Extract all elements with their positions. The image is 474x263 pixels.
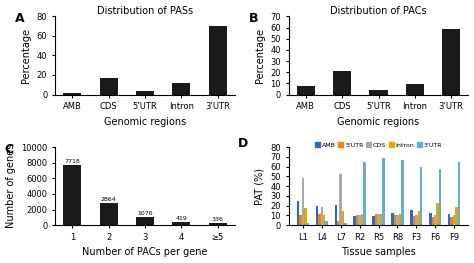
- Bar: [401, 160, 403, 225]
- Bar: [172, 222, 191, 225]
- Bar: [410, 210, 413, 225]
- Bar: [399, 214, 401, 225]
- Bar: [335, 205, 337, 225]
- Bar: [394, 215, 396, 225]
- Bar: [209, 26, 227, 94]
- Title: Distribution of PASs: Distribution of PASs: [97, 6, 193, 16]
- Y-axis label: Number of genes: Number of genes: [6, 144, 16, 228]
- Legend: AMB, 5'UTR, CDS, Intron, 3'UTR: AMB, 5'UTR, CDS, Intron, 3'UTR: [312, 140, 445, 150]
- Bar: [323, 215, 326, 225]
- Bar: [301, 178, 304, 225]
- Bar: [318, 215, 320, 225]
- Bar: [354, 216, 356, 225]
- Bar: [373, 216, 375, 225]
- Bar: [456, 207, 458, 225]
- Bar: [172, 83, 191, 94]
- Text: 2864: 2864: [100, 197, 117, 202]
- Bar: [358, 215, 361, 225]
- Bar: [209, 222, 227, 225]
- Text: A: A: [16, 12, 25, 26]
- Bar: [458, 162, 460, 225]
- Bar: [304, 208, 307, 225]
- Bar: [415, 215, 418, 225]
- Y-axis label: Percentage: Percentage: [21, 28, 31, 83]
- Bar: [429, 213, 431, 225]
- Bar: [450, 218, 453, 225]
- Bar: [316, 206, 318, 225]
- Y-axis label: Percentage: Percentage: [255, 28, 265, 83]
- Bar: [136, 217, 154, 225]
- Bar: [434, 215, 437, 225]
- Bar: [63, 165, 82, 225]
- Bar: [363, 162, 366, 225]
- Bar: [337, 221, 339, 225]
- Bar: [297, 201, 299, 225]
- X-axis label: Genomic regions: Genomic regions: [337, 117, 419, 127]
- Bar: [326, 221, 328, 225]
- Bar: [418, 211, 420, 225]
- Text: D: D: [238, 137, 248, 150]
- Bar: [396, 215, 399, 225]
- Bar: [448, 214, 450, 225]
- Bar: [420, 166, 422, 225]
- Bar: [100, 203, 118, 225]
- Bar: [339, 174, 342, 225]
- Bar: [377, 214, 380, 225]
- Bar: [136, 91, 154, 94]
- Bar: [382, 158, 385, 225]
- Bar: [320, 207, 323, 225]
- Bar: [100, 78, 118, 94]
- Text: B: B: [249, 12, 258, 26]
- Bar: [391, 213, 394, 225]
- Bar: [380, 214, 382, 225]
- X-axis label: Genomic regions: Genomic regions: [104, 117, 186, 127]
- Bar: [437, 203, 439, 225]
- Bar: [442, 29, 460, 94]
- Bar: [307, 223, 309, 225]
- Text: 7718: 7718: [64, 159, 80, 164]
- Y-axis label: PAT (%): PAT (%): [255, 168, 265, 205]
- Text: 336: 336: [212, 217, 224, 222]
- Bar: [413, 216, 415, 225]
- Bar: [345, 223, 347, 225]
- Text: 1076: 1076: [137, 211, 153, 216]
- X-axis label: Tissue samples: Tissue samples: [341, 247, 416, 257]
- Bar: [356, 215, 358, 225]
- X-axis label: Number of PACs per gene: Number of PACs per gene: [82, 247, 208, 257]
- Bar: [63, 93, 82, 94]
- Bar: [375, 215, 377, 225]
- Bar: [333, 71, 351, 94]
- Bar: [369, 90, 388, 94]
- Bar: [297, 85, 315, 94]
- Bar: [453, 215, 456, 225]
- Bar: [342, 211, 345, 225]
- Text: C: C: [5, 143, 14, 156]
- Bar: [299, 215, 301, 225]
- Title: Distribution of PACs: Distribution of PACs: [330, 6, 427, 16]
- Bar: [361, 214, 363, 225]
- Text: 419: 419: [175, 216, 187, 221]
- Bar: [439, 169, 441, 225]
- Bar: [406, 84, 424, 94]
- Bar: [431, 218, 434, 225]
